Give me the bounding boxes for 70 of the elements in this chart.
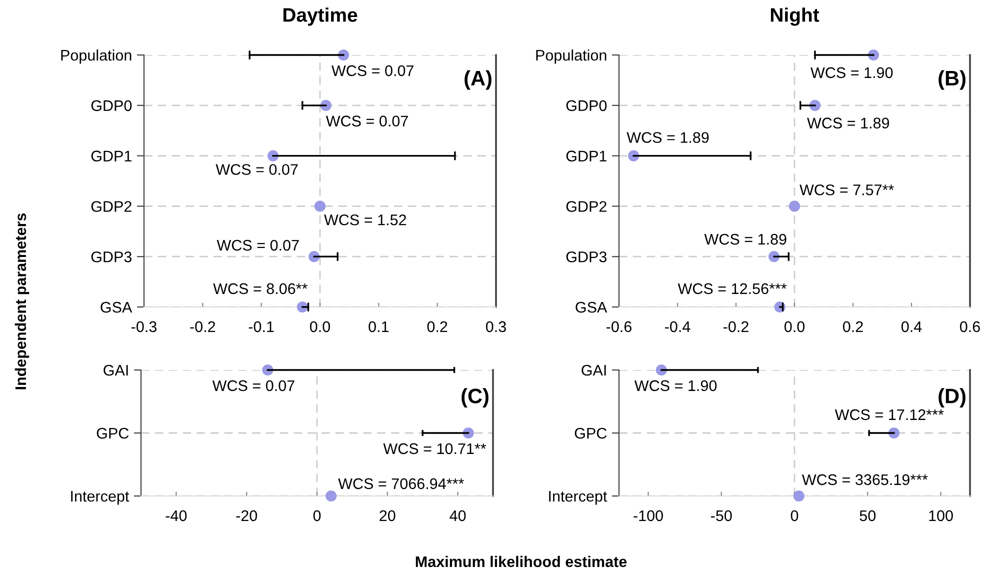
y-tick-label: GDP0 (91, 100, 132, 112)
y-tick-label: GAI (582, 364, 606, 376)
x-tick-label: -20 (236, 510, 258, 522)
y-tick-label: Population (61, 49, 132, 64)
annotation: WCS = 0.07 (216, 240, 299, 251)
y-tick-label: GSA (576, 302, 608, 313)
x-tick-label: -0.4 (665, 321, 690, 332)
annotation: (B) (938, 70, 966, 90)
y-tick-label: GDP3 (91, 251, 132, 262)
y-tick-label: Intercept (549, 491, 608, 505)
x-tick-label: 0.0 (310, 321, 330, 332)
x-tick-label: 40 (450, 510, 466, 522)
y-tick-label: Intercept (71, 491, 130, 505)
annotation: WCS = 0.07 (332, 65, 414, 76)
x-tick-label: 20 (380, 510, 396, 522)
x-tick-label: -0.2 (724, 321, 748, 332)
y-tick-label: GAI (104, 364, 128, 376)
annotation: WCS = 10.71** (383, 443, 486, 454)
point (314, 200, 326, 212)
x-tick-label: -40 (166, 510, 187, 522)
y-tick-label: GDP1 (91, 150, 132, 162)
y-tick-label: Population (536, 49, 606, 64)
annotation: WCS = 1.52 (324, 214, 406, 226)
y-tick-label: GSA (100, 302, 132, 313)
x-tick-label: 0 (313, 510, 321, 522)
x-tick-label: -0.6 (606, 321, 632, 332)
x-tick-label: 0.4 (901, 321, 922, 332)
x-tick-label: 0.3 (486, 321, 506, 332)
x-tick-label: -0.3 (132, 321, 156, 332)
x-tick-label: -0.2 (190, 321, 216, 332)
y-tick-label: GPC (96, 428, 129, 439)
x-tick-label: 0 (790, 510, 798, 522)
y-tick-label: GDP1 (566, 150, 606, 162)
annotation: (C) (462, 388, 488, 408)
x-tick-label: 0.6 (960, 321, 980, 332)
point (788, 200, 800, 212)
annotation: WCS = 12.56*** (678, 283, 787, 294)
y-tick-label: GPC (574, 428, 607, 439)
y-tick-label: GDP2 (91, 201, 132, 212)
y-tick-label: GDP2 (566, 201, 606, 212)
annotation: WCS = 7.57** (800, 184, 894, 196)
x-tick-label: 50 (860, 510, 876, 522)
annotation: WCS = 1.89 (626, 132, 709, 143)
x-tick-label: -50 (711, 510, 732, 522)
annotation: WCS = 1.90 (810, 67, 893, 78)
annotation: WCS = 17.12*** (834, 409, 944, 420)
chart-title: Daytime (283, 8, 358, 26)
x-tick-label: 0.0 (784, 321, 805, 332)
y-tick-label: GDP0 (566, 100, 607, 112)
annotation: (D) (938, 388, 966, 408)
annotation: WCS = 1.89 (807, 118, 890, 128)
annotation: WCS = 8.06** (213, 283, 308, 294)
annotation: WCS = 1.90 (634, 380, 717, 392)
x-tick-label: 0.2 (427, 321, 448, 332)
annotation: WCS = 1.89 (704, 234, 786, 245)
annotation: WCS = 3365.19*** (802, 474, 928, 486)
x-axis-title: Maximum likelihood estimate (416, 556, 627, 568)
x-tick-label: 0.1 (368, 321, 389, 332)
x-tick-label: -100 (634, 510, 663, 522)
y-tick-label: GDP3 (566, 251, 607, 262)
chart-title: Night (770, 8, 820, 26)
annotation: (A) (464, 70, 492, 90)
annotation: WCS = 0.07 (216, 164, 298, 175)
x-tick-label: 100 (929, 510, 953, 522)
annotation: WCS = 0.07 (326, 116, 408, 126)
x-tick-label: -0.1 (248, 321, 274, 332)
annotation: WCS = 7066.94*** (338, 478, 464, 490)
annotation: WCS = 0.07 (212, 380, 294, 392)
y-axis-title: Independent parameters (14, 213, 30, 390)
x-tick-label: 0.2 (842, 321, 863, 332)
